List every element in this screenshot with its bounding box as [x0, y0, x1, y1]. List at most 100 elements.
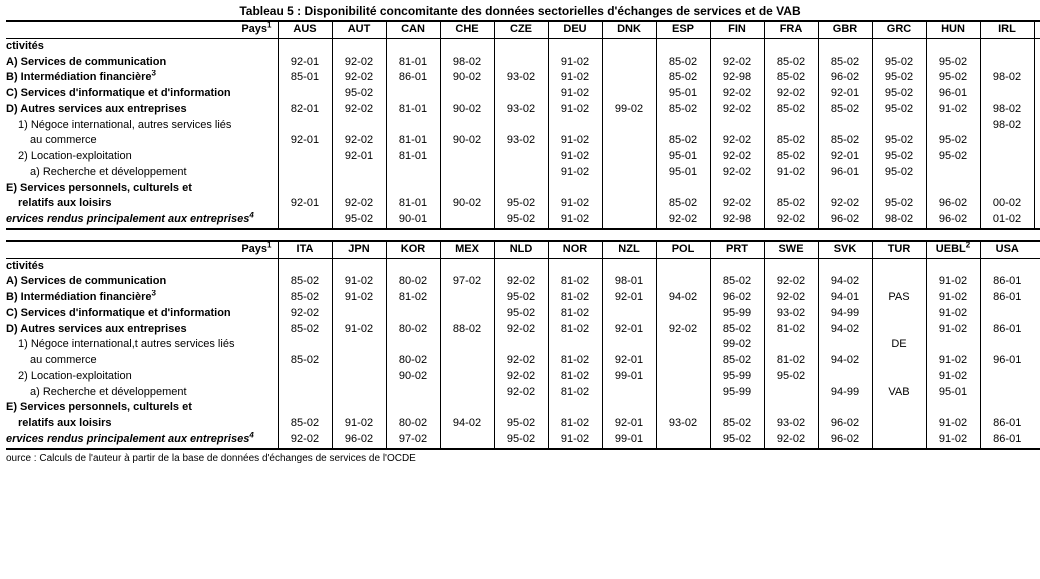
data-cell [710, 400, 764, 416]
country-header: MEX [440, 241, 494, 258]
data-cell: 85-02 [710, 353, 764, 369]
row-label: 2) Location-exploitation [6, 149, 278, 165]
data-cell: 92-02 [278, 306, 332, 322]
data-cell: 93-02 [494, 70, 548, 86]
data-cell: 90-02 [386, 369, 440, 385]
data-cell: 90-02 [440, 133, 494, 149]
data-cell: 86-01 [980, 432, 1034, 449]
country-header: CAN [386, 21, 440, 38]
data-cell [332, 306, 386, 322]
activities-label: ctivités [6, 258, 278, 274]
data-cell [1034, 181, 1040, 197]
data-cell: 92-98 [710, 70, 764, 86]
data-cell: 91-02 [332, 322, 386, 338]
data-cell: 92-98 [710, 212, 764, 229]
data-cell: 95-02 [710, 432, 764, 449]
row-label: a) Recherche et développement [6, 385, 278, 401]
data-cell [980, 86, 1034, 102]
data-cell: 85-02 [818, 102, 872, 118]
data-cell: 95-02 [494, 306, 548, 322]
data-cell: 85-02 [818, 55, 872, 71]
activities-label: ctivités [6, 38, 278, 54]
data-cell [602, 165, 656, 181]
data-cell: 81-02 [764, 322, 818, 338]
data-cell: 92-02 [764, 274, 818, 290]
data-cell [872, 181, 926, 197]
data-cell: 93-02 [1034, 70, 1040, 86]
data-cell: 92-01 [602, 290, 656, 306]
data-cell [926, 165, 980, 181]
country-header: PRT [710, 241, 764, 258]
data-cell [386, 181, 440, 197]
empty-cell [602, 258, 656, 274]
data-cell: 95-02 [872, 86, 926, 102]
data-cell: 91-02 [548, 133, 602, 149]
data-cell: 92-02 [656, 212, 710, 229]
spacer [1034, 290, 1040, 306]
data-cell: 95-02 [926, 70, 980, 86]
data-cell: 99-02 [710, 337, 764, 353]
data-cell: 91-02 [548, 196, 602, 212]
data-cell [386, 400, 440, 416]
data-cell [602, 306, 656, 322]
data-cell [440, 165, 494, 181]
row-label: relatifs aux loisirs [6, 196, 278, 212]
data-cell [278, 400, 332, 416]
data-cell: 92-02 [710, 102, 764, 118]
empty-cell [710, 258, 764, 274]
data-cell: 96-01 [818, 165, 872, 181]
spacer [1034, 432, 1040, 449]
data-cell: 96-02 [1034, 86, 1040, 102]
empty-cell [818, 258, 872, 274]
data-cell [656, 181, 710, 197]
spacer [1034, 322, 1040, 338]
data-cell: 95-02 [332, 86, 386, 102]
data-cell [386, 385, 440, 401]
country-header: ITA [278, 241, 332, 258]
spacer [1034, 274, 1040, 290]
data-cell: 95-99 [710, 385, 764, 401]
data-cell: 92-02 [332, 196, 386, 212]
empty-cell [926, 38, 980, 54]
data-cell: 92-02 [656, 322, 710, 338]
empty-cell [764, 38, 818, 54]
data-cell: 93-02 [494, 133, 548, 149]
data-cell: 92-02 [494, 385, 548, 401]
data-cell: 95-02 [872, 55, 926, 71]
data-cell: 96-02 [926, 196, 980, 212]
data-cell: 92-01 [602, 322, 656, 338]
data-cell: 80-02 [386, 353, 440, 369]
row-label: E) Services personnels, culturels et [6, 181, 278, 197]
data-cell: 95-02 [494, 290, 548, 306]
data-cell [764, 400, 818, 416]
data-cell: 85-02 [710, 274, 764, 290]
empty-cell [872, 38, 926, 54]
spacer [1034, 416, 1040, 432]
data-cell: 81-02 [548, 274, 602, 290]
data-cell: 96-02 [926, 212, 980, 229]
data-cell: 92-02 [710, 149, 764, 165]
data-cell: 91-02 [548, 102, 602, 118]
data-cell [818, 337, 872, 353]
data-cell [332, 181, 386, 197]
data-cell: 85-02 [764, 102, 818, 118]
data-cell [332, 353, 386, 369]
data-cell [602, 149, 656, 165]
data-cell: 91-02 [926, 274, 980, 290]
data-cell [872, 416, 926, 432]
data-cell [980, 369, 1034, 385]
data-cell: 92-02 [332, 55, 386, 71]
country-header: CZE [494, 21, 548, 38]
data-cell: 81-02 [764, 353, 818, 369]
data-cell [764, 337, 818, 353]
data-cell: 96-02 [818, 432, 872, 449]
data-cell: 85-02 [278, 353, 332, 369]
data-cell: 91-02 [548, 165, 602, 181]
data-cell [440, 432, 494, 449]
data-cell [386, 165, 440, 181]
data-cell: 95-01 [656, 149, 710, 165]
data-cell [980, 181, 1034, 197]
data-cell: DE [872, 337, 926, 353]
table-title: Tableau 5 : Disponibilité concomitante d… [6, 4, 1034, 18]
data-cell: 92-02 [332, 70, 386, 86]
